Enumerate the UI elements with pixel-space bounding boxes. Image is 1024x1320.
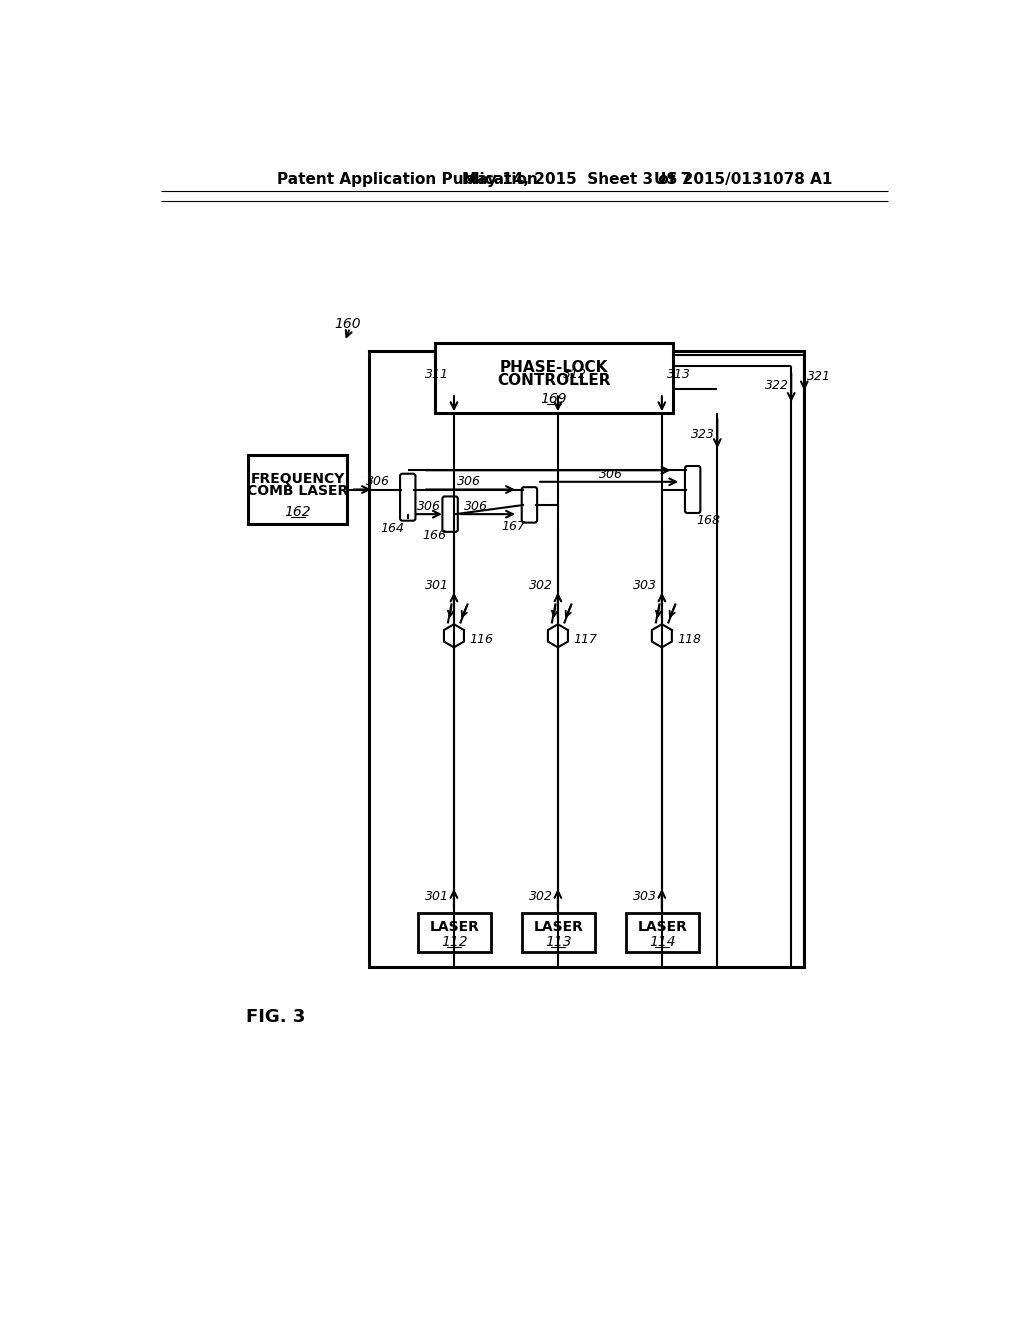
Bar bbox=[249, 455, 347, 524]
Text: FIG. 3: FIG. 3 bbox=[246, 1008, 305, 1026]
Text: 321: 321 bbox=[807, 370, 830, 383]
Text: 322: 322 bbox=[765, 379, 788, 392]
Text: 114: 114 bbox=[649, 936, 676, 949]
Bar bbox=[626, 913, 698, 952]
Text: 112: 112 bbox=[441, 936, 468, 949]
Text: 306: 306 bbox=[417, 500, 441, 513]
Text: CONTROLLER: CONTROLLER bbox=[498, 372, 610, 388]
Text: LASER: LASER bbox=[637, 920, 687, 933]
Text: 303: 303 bbox=[633, 579, 656, 593]
Text: 303: 303 bbox=[633, 890, 656, 903]
Text: 160: 160 bbox=[335, 317, 361, 331]
Text: 169: 169 bbox=[541, 392, 567, 405]
Text: May 14, 2015  Sheet 3 of 7: May 14, 2015 Sheet 3 of 7 bbox=[462, 172, 691, 186]
Text: 311: 311 bbox=[425, 367, 450, 380]
Text: 116: 116 bbox=[469, 634, 494, 647]
Text: 302: 302 bbox=[528, 579, 553, 593]
FancyBboxPatch shape bbox=[400, 474, 416, 520]
Text: LASER: LASER bbox=[429, 920, 479, 933]
Text: 301: 301 bbox=[425, 890, 449, 903]
Text: 302: 302 bbox=[528, 890, 553, 903]
Bar bbox=[521, 913, 595, 952]
FancyBboxPatch shape bbox=[442, 496, 458, 532]
Text: 306: 306 bbox=[464, 500, 488, 513]
Text: 164: 164 bbox=[380, 521, 403, 535]
Text: 162: 162 bbox=[285, 504, 311, 519]
Text: 306: 306 bbox=[457, 475, 480, 488]
Bar bbox=[370, 351, 804, 966]
Text: 168: 168 bbox=[696, 513, 721, 527]
Text: FREQUENCY: FREQUENCY bbox=[251, 471, 345, 486]
Text: 312: 312 bbox=[562, 367, 587, 380]
Bar bbox=[435, 343, 674, 412]
Text: 301: 301 bbox=[425, 579, 449, 593]
Text: 306: 306 bbox=[599, 467, 623, 480]
Text: LASER: LASER bbox=[534, 920, 584, 933]
FancyBboxPatch shape bbox=[521, 487, 538, 523]
Text: 323: 323 bbox=[691, 428, 715, 441]
Text: 306: 306 bbox=[367, 475, 390, 488]
Text: US 2015/0131078 A1: US 2015/0131078 A1 bbox=[654, 172, 833, 186]
Text: 117: 117 bbox=[573, 634, 597, 647]
Text: 166: 166 bbox=[422, 529, 446, 543]
FancyBboxPatch shape bbox=[685, 466, 700, 513]
Text: 167: 167 bbox=[502, 520, 525, 533]
Bar bbox=[418, 913, 490, 952]
Text: 113: 113 bbox=[545, 936, 571, 949]
Text: PHASE-LOCK: PHASE-LOCK bbox=[500, 359, 608, 375]
Text: COMB LASER: COMB LASER bbox=[247, 484, 348, 498]
Text: 118: 118 bbox=[677, 634, 701, 647]
Text: Patent Application Publication: Patent Application Publication bbox=[276, 172, 538, 186]
Text: 313: 313 bbox=[667, 367, 690, 380]
